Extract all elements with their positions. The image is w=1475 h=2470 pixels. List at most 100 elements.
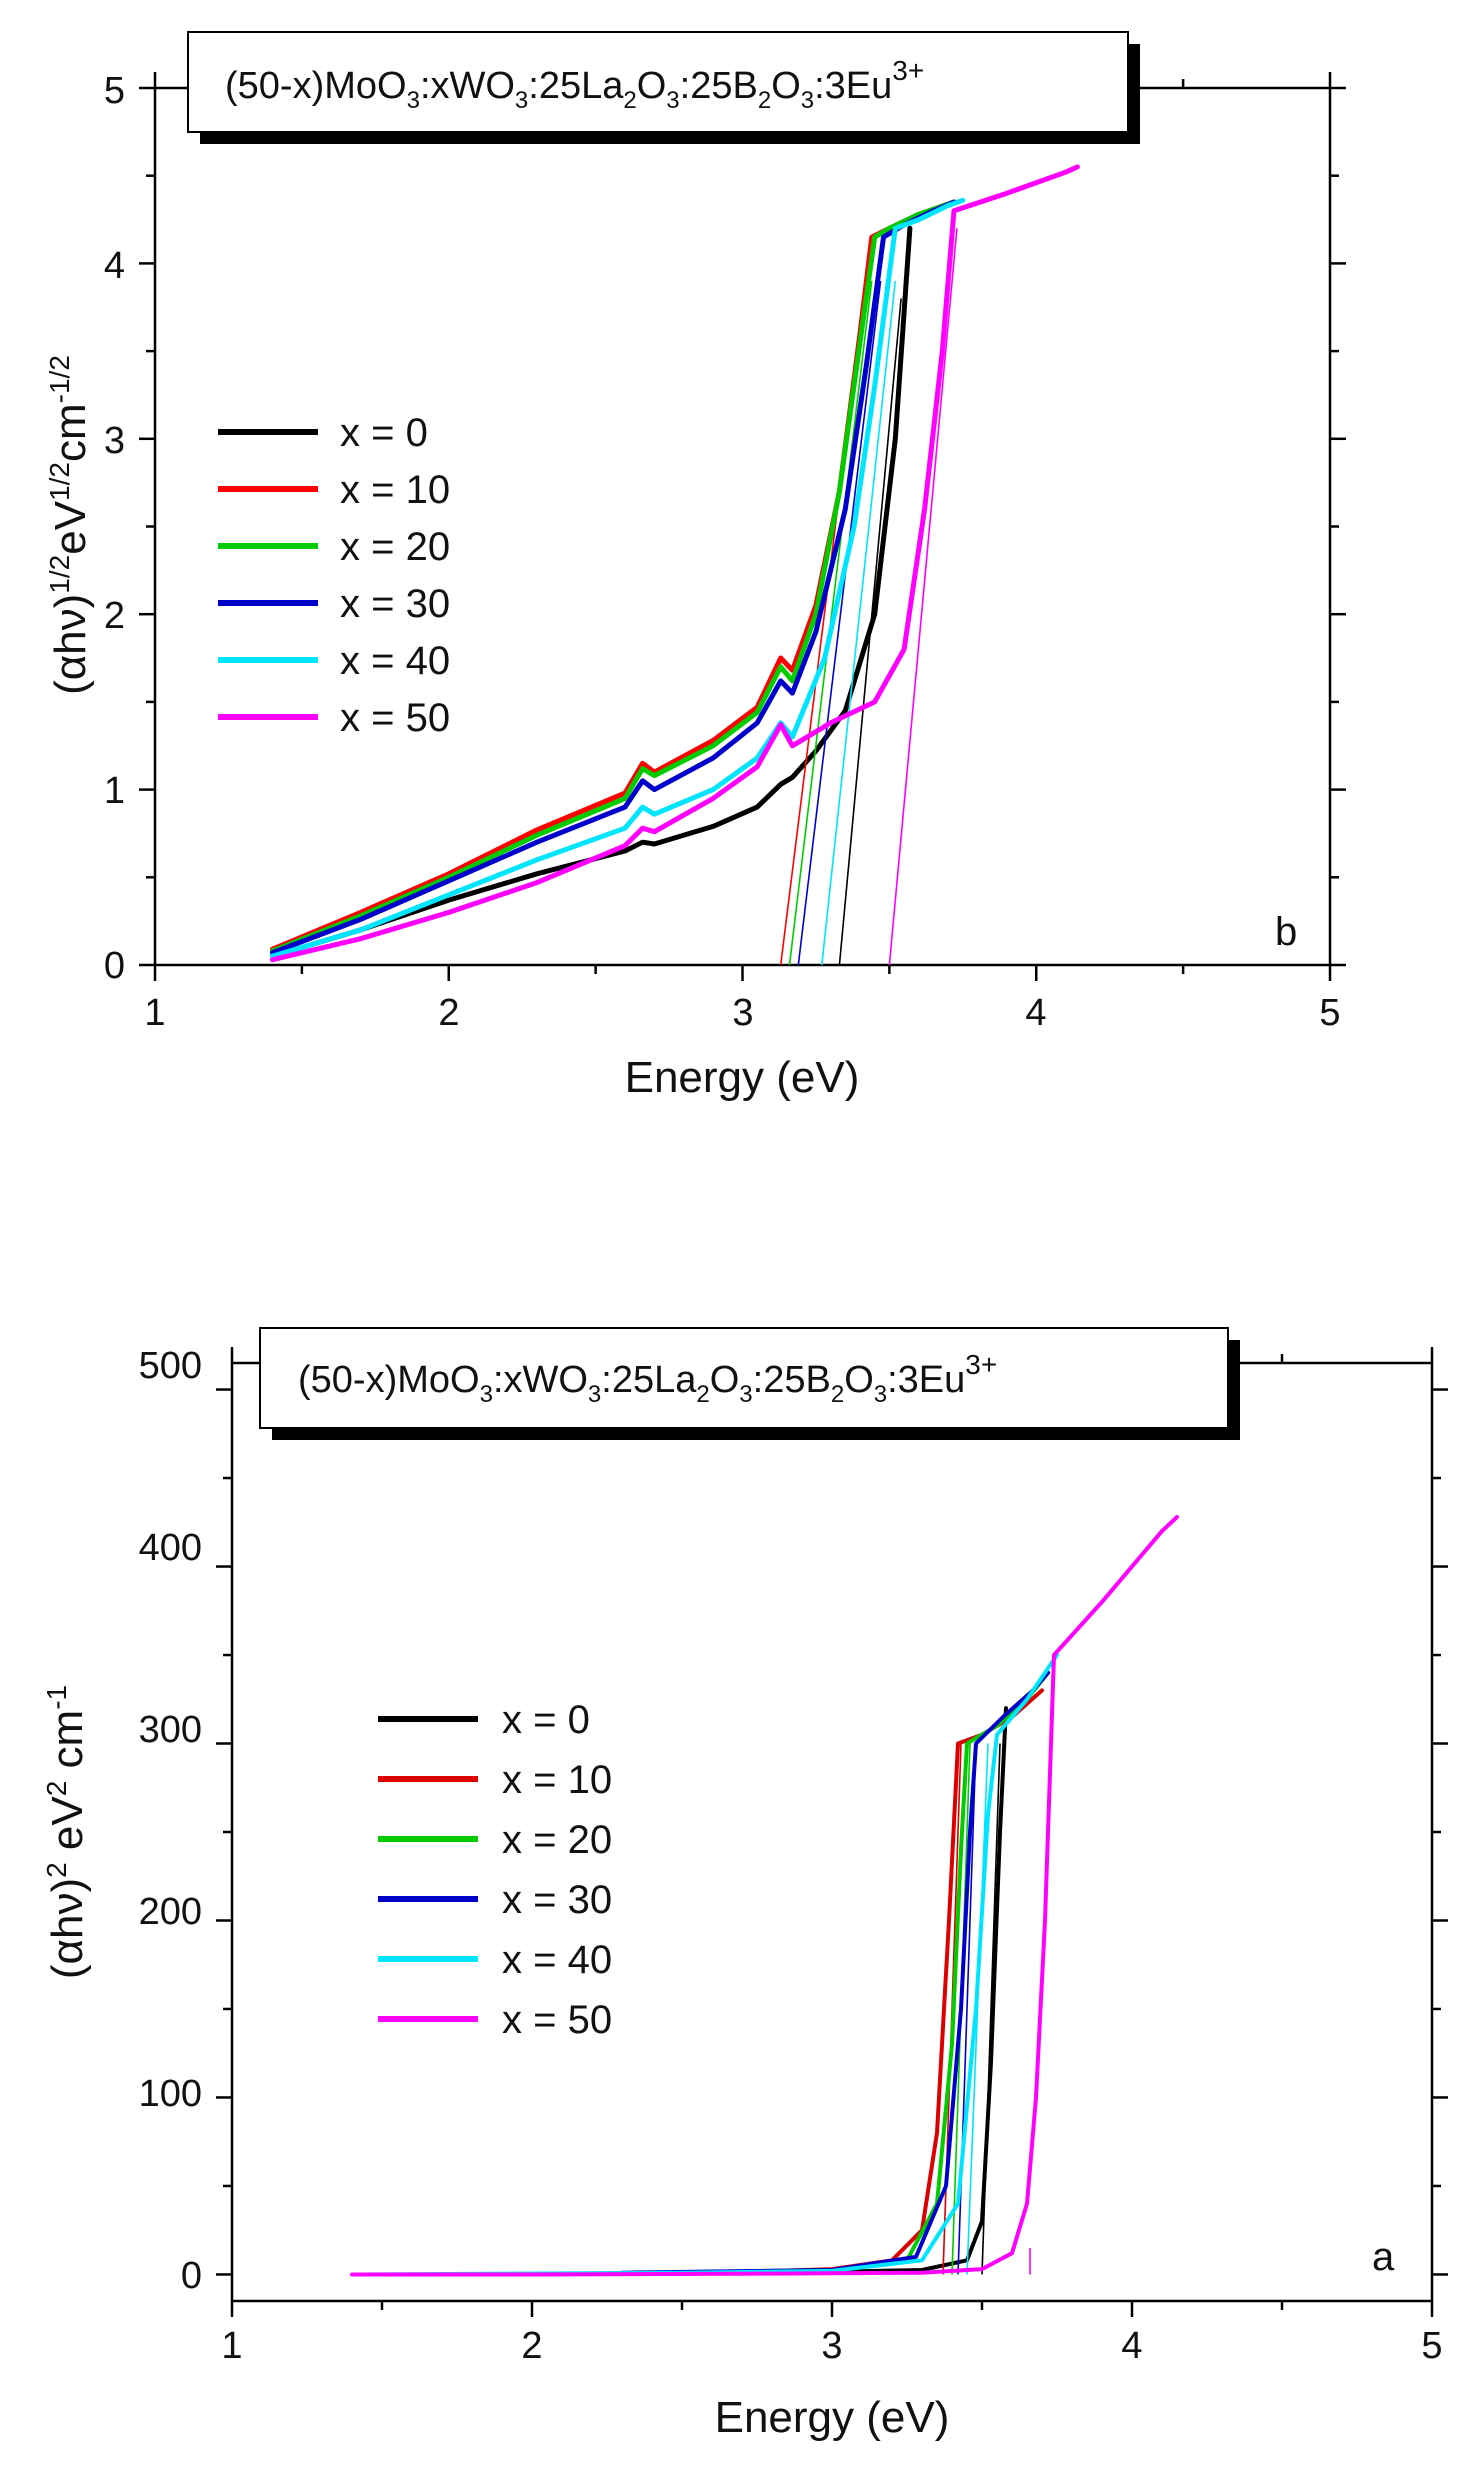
title-sub: 3 [874, 1381, 887, 1408]
panel-b: 1 2 3 4 5 0 1 2 3 4 5 Energy (eV) (αhν)1… [44, 31, 1346, 1102]
x-tick-label: 5 [1421, 2325, 1442, 2367]
y-tick-label: 4 [104, 245, 125, 287]
y-axis-title-sup: 1/2 [44, 555, 75, 594]
title-box [187, 31, 1129, 133]
title-sub: 3 [739, 1381, 752, 1408]
series-group-a [350, 1515, 1179, 2277]
title-sub: 2 [831, 1381, 844, 1408]
y-axis-title-sup: -1/2 [44, 355, 75, 403]
series-line [275, 225, 913, 957]
panel-label-a: a [1372, 2235, 1395, 2279]
legend-label: x = 0 [340, 411, 428, 455]
x-tick-label: 1 [221, 2325, 242, 2367]
legend-label: x = 10 [502, 1758, 612, 1802]
title-part: :xWO [420, 65, 515, 107]
title-sub: 3 [666, 87, 679, 114]
legend-label: x = 40 [340, 639, 450, 683]
legend-label: x = 50 [340, 696, 450, 740]
y-tick-label: 300 [139, 1709, 202, 1751]
title-part: :3Eu [887, 1359, 965, 1401]
title-part: :xWO [493, 1359, 588, 1401]
x-tick-label: 4 [1025, 992, 1046, 1034]
y-tick-label: 0 [104, 945, 125, 987]
y-axis-title-sup: 1/2 [44, 462, 75, 501]
tangent-line [838, 298, 902, 966]
chart-title: (50-x)MoO3:xWO3:25La2O3:25B2O3:3Eu3+ [298, 1349, 997, 1408]
title-sub: 3 [407, 87, 420, 114]
x-axis-title: Energy (eV) [715, 2393, 950, 2442]
series-line [270, 164, 1080, 963]
series-group-b [270, 164, 1080, 966]
title-part: :25B [753, 1359, 831, 1401]
series-line [270, 199, 957, 954]
y-axis-title-sup: 2 [41, 1781, 72, 1797]
tangent-line [981, 1743, 1001, 2275]
title-sup: 3+ [892, 55, 924, 86]
series-line [620, 1670, 1050, 2275]
legend-a: x = 0 x = 10 x = 20 x = 30 x = 40 x = 50 [378, 1698, 612, 2042]
x-tick-label: 4 [1121, 2325, 1142, 2367]
y-tick-label: 2 [104, 595, 125, 637]
title-sub: 3 [515, 87, 528, 114]
title-sub: 2 [623, 87, 636, 114]
legend-b: x = 0 x = 10 x = 20 x = 30 x = 40 x = 50 [218, 411, 450, 740]
x-tick-label: 2 [521, 2325, 542, 2367]
title-box [259, 1327, 1229, 1429]
x-tick-label: 2 [438, 992, 459, 1034]
title-sub: 3 [480, 1381, 493, 1408]
legend-label: x = 30 [502, 1878, 612, 1922]
title-part: O [710, 1359, 740, 1401]
chart-title: (50-x)MoO3:xWO3:25La2O3:25B2O3:3Eu3+ [225, 55, 924, 114]
series-line [270, 197, 966, 959]
y-tick-label: 400 [139, 1527, 202, 1569]
title-part: O [637, 65, 667, 107]
x-tick-label: 3 [821, 2325, 842, 2367]
title-sub: 2 [758, 87, 771, 114]
legend-label: x = 30 [340, 582, 450, 626]
series-line [350, 1515, 1179, 2277]
y-tick-label: 5 [104, 70, 125, 112]
title-part: O [844, 1359, 874, 1401]
y-axis-title: (αhν)2 eV2 cm-1 [41, 1685, 92, 1979]
y-axis-title-part: eV [46, 500, 95, 554]
tangent-line [966, 1743, 989, 2275]
y-axis-title-part: eV [43, 1796, 92, 1863]
tangent-line [821, 280, 897, 966]
x-tick-label: 5 [1319, 992, 1340, 1034]
y-axis-title-sup: 2 [41, 1862, 72, 1878]
title-part: O [771, 65, 801, 107]
title-part: :3Eu [814, 65, 892, 107]
legend-label: x = 10 [340, 468, 450, 512]
title-part: :25La [528, 65, 624, 107]
legend-label: x = 0 [502, 1698, 590, 1742]
y-tick-label: 500 [139, 1345, 202, 1387]
title-sup: 3+ [965, 1349, 997, 1380]
x-tick-label: 3 [732, 992, 753, 1034]
legend-label: x = 20 [340, 525, 450, 569]
title-part: :25B [680, 65, 758, 107]
panel-label-b: b [1275, 910, 1297, 954]
y-tick-label: 3 [104, 420, 125, 462]
y-axis-title-part: cm [43, 1710, 92, 1781]
legend-label: x = 20 [502, 1818, 612, 1862]
tangent-line [797, 280, 882, 966]
tangent-line [888, 228, 958, 966]
y-tick-label: 0 [181, 2255, 202, 2297]
x-axis-title: Energy (eV) [625, 1053, 860, 1102]
legend-label: x = 50 [502, 1998, 612, 2042]
title-sub: 2 [696, 1381, 709, 1408]
y-axis-title-sup: -1 [41, 1685, 72, 1710]
y-axis-title: (αhν)1/2eV1/2cm-1/2 [44, 355, 95, 695]
title-sub: 3 [801, 87, 814, 114]
y-axis-title-part: cm [46, 403, 95, 462]
y-tick-label: 200 [139, 1891, 202, 1933]
legend-label: x = 40 [502, 1938, 612, 1982]
y-tick-label: 1 [104, 770, 125, 812]
title-sub: 3 [588, 1381, 601, 1408]
y-axis-title-part: (αhν) [43, 1878, 92, 1979]
title-part: :25La [601, 1359, 697, 1401]
x-tick-label: 1 [144, 992, 165, 1034]
series-line [270, 199, 957, 956]
y-axis-title-part: (αhν) [46, 594, 95, 695]
